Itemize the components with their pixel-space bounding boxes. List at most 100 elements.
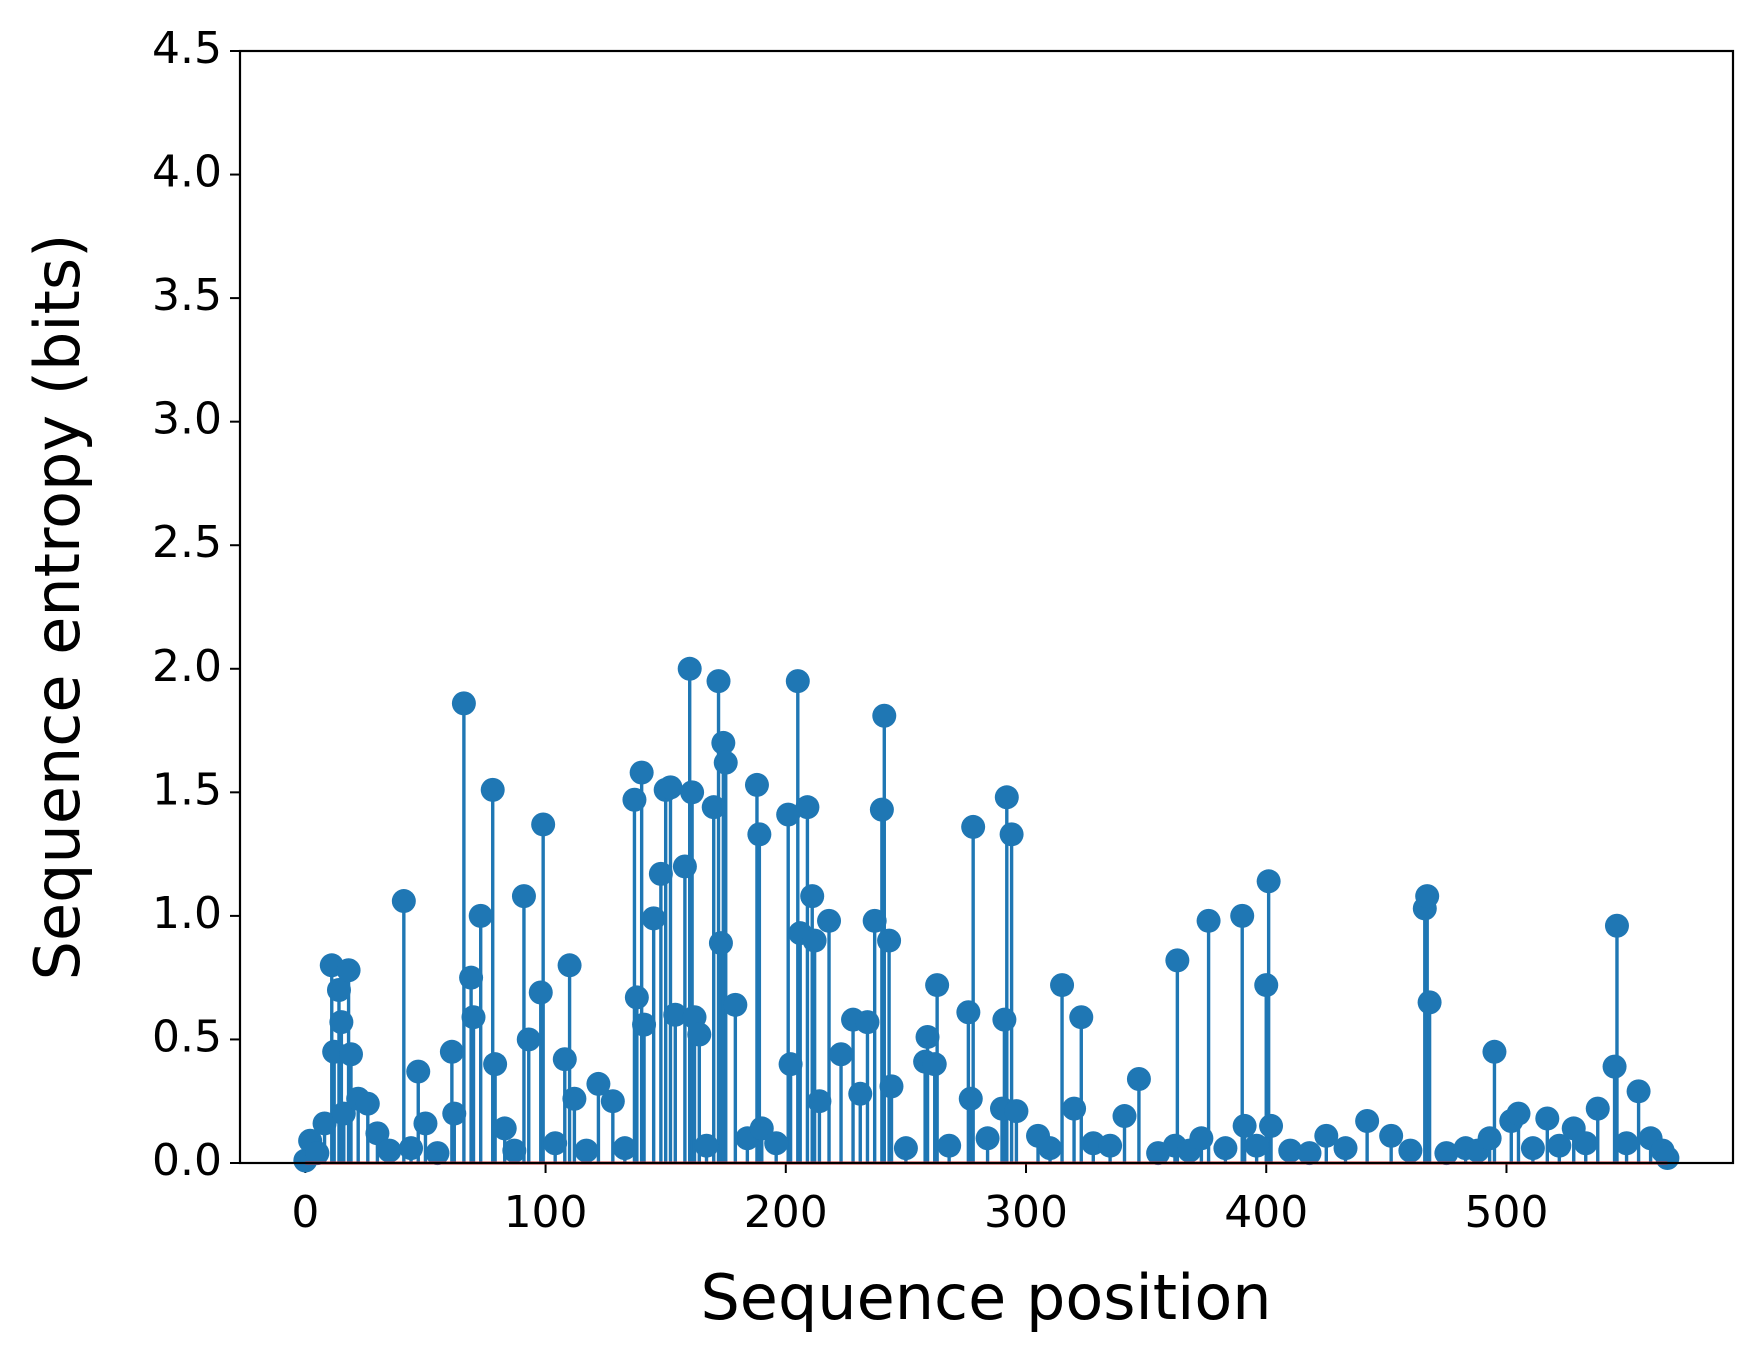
stem-marker <box>1547 1133 1572 1158</box>
stem-marker <box>1602 1054 1627 1079</box>
stem-marker <box>492 1116 517 1141</box>
stem-marker <box>915 1024 940 1049</box>
stem-marker <box>937 1133 962 1158</box>
stem-marker <box>1256 869 1281 894</box>
stem-marker <box>1297 1141 1322 1166</box>
stem-marker <box>701 795 726 820</box>
stem-marker <box>925 973 950 998</box>
stem-marker <box>999 822 1024 847</box>
stem-marker <box>1254 973 1279 998</box>
stem-marker <box>622 787 647 812</box>
stem-marker <box>326 978 351 1003</box>
stem-marker <box>1604 913 1629 938</box>
stem-marker <box>406 1059 431 1084</box>
stem-marker <box>1585 1096 1610 1121</box>
stem-marker <box>1038 1136 1063 1161</box>
stem-marker <box>1244 1133 1269 1158</box>
stem-marker <box>331 1101 356 1126</box>
stem-marker <box>612 1136 637 1161</box>
stem-marker <box>747 822 772 847</box>
x-tick-label: 400 <box>1224 1187 1308 1238</box>
stem-marker <box>776 802 801 827</box>
stem-marker <box>439 1039 464 1064</box>
y-axis-label: Sequence entropy (bits) <box>21 234 94 981</box>
stem-marker <box>586 1071 611 1096</box>
stem-marker <box>338 1042 363 1067</box>
stem-marker <box>1098 1133 1123 1158</box>
stem-marker <box>994 785 1019 810</box>
stem-marker <box>817 908 842 933</box>
stem-marker <box>1004 1099 1029 1124</box>
stem-marker <box>1126 1066 1151 1091</box>
stem-marker <box>543 1131 568 1156</box>
x-axis-label: Sequence position <box>700 1261 1271 1334</box>
stem-marker <box>706 669 731 694</box>
stem-marker <box>1355 1108 1380 1133</box>
stem-marker <box>1112 1104 1137 1129</box>
stem-marker <box>764 1131 789 1156</box>
stem-marker <box>641 906 666 931</box>
stem-marker <box>459 965 484 990</box>
stem-marker <box>377 1138 402 1163</box>
stem-marker <box>1520 1136 1545 1161</box>
y-tick-label: 4.0 <box>152 147 222 198</box>
stem-marker <box>502 1138 527 1163</box>
stem-marker <box>1062 1096 1087 1121</box>
stem-marker <box>557 953 582 978</box>
stem-marker <box>468 903 493 928</box>
y-tick-label: 2.5 <box>152 517 222 568</box>
stem-marker <box>451 691 476 716</box>
stem-marker <box>879 1074 904 1099</box>
stem-marker <box>629 760 654 785</box>
stem-marker <box>413 1111 438 1136</box>
stem-marker <box>1314 1123 1339 1148</box>
stem-marker <box>399 1136 424 1161</box>
stem-marker <box>869 797 894 822</box>
stem-marker <box>744 772 769 797</box>
stem-marker <box>552 1047 577 1072</box>
stem-marker <box>893 1136 918 1161</box>
stem-marker <box>365 1121 390 1146</box>
stem-marker <box>687 1022 712 1047</box>
stem-marker <box>829 1042 854 1067</box>
stem-marker <box>1069 1005 1094 1030</box>
stem-marker <box>713 750 738 775</box>
stem-marker <box>483 1052 508 1077</box>
plot-frame <box>238 49 1735 1165</box>
stem-marker <box>1398 1138 1423 1163</box>
x-tick-label: 200 <box>744 1187 828 1238</box>
stem-marker <box>461 1005 486 1030</box>
stem-marker <box>658 775 683 800</box>
stem-marker <box>1050 973 1075 998</box>
stem-marker <box>922 1052 947 1077</box>
x-tick-label: 300 <box>984 1187 1068 1238</box>
stem-marker <box>329 1010 354 1035</box>
stem-marker <box>1213 1136 1238 1161</box>
x-tick-label: 100 <box>504 1187 588 1238</box>
stem-marker <box>800 884 825 909</box>
stem-marker <box>516 1027 541 1052</box>
stem-marker <box>958 1086 983 1111</box>
stem-marker <box>1333 1136 1358 1161</box>
y-tick-label: 2.0 <box>152 641 222 692</box>
stem-marker <box>1655 1146 1680 1171</box>
stem-marker <box>1165 948 1190 973</box>
y-tick-label: 3.5 <box>152 270 222 321</box>
stem-marker <box>1415 884 1440 909</box>
y-tick-label: 0.5 <box>152 1011 222 1062</box>
stem-marker <box>785 669 810 694</box>
stem-marker <box>355 1091 380 1116</box>
stem-marker <box>694 1133 719 1158</box>
stem-marker <box>1573 1131 1598 1156</box>
y-tick-label: 3.0 <box>152 394 222 445</box>
stem-marker <box>442 1101 467 1126</box>
stem-marker <box>663 1002 688 1027</box>
stem-marker <box>672 854 697 879</box>
x-tick-label: 500 <box>1464 1187 1548 1238</box>
stem-marker <box>723 992 748 1017</box>
stem-marker <box>848 1081 873 1106</box>
stem-marker <box>531 812 556 837</box>
stem-marker <box>1482 1039 1507 1064</box>
stem-marker <box>425 1141 450 1166</box>
y-tick-label: 1.0 <box>152 888 222 939</box>
